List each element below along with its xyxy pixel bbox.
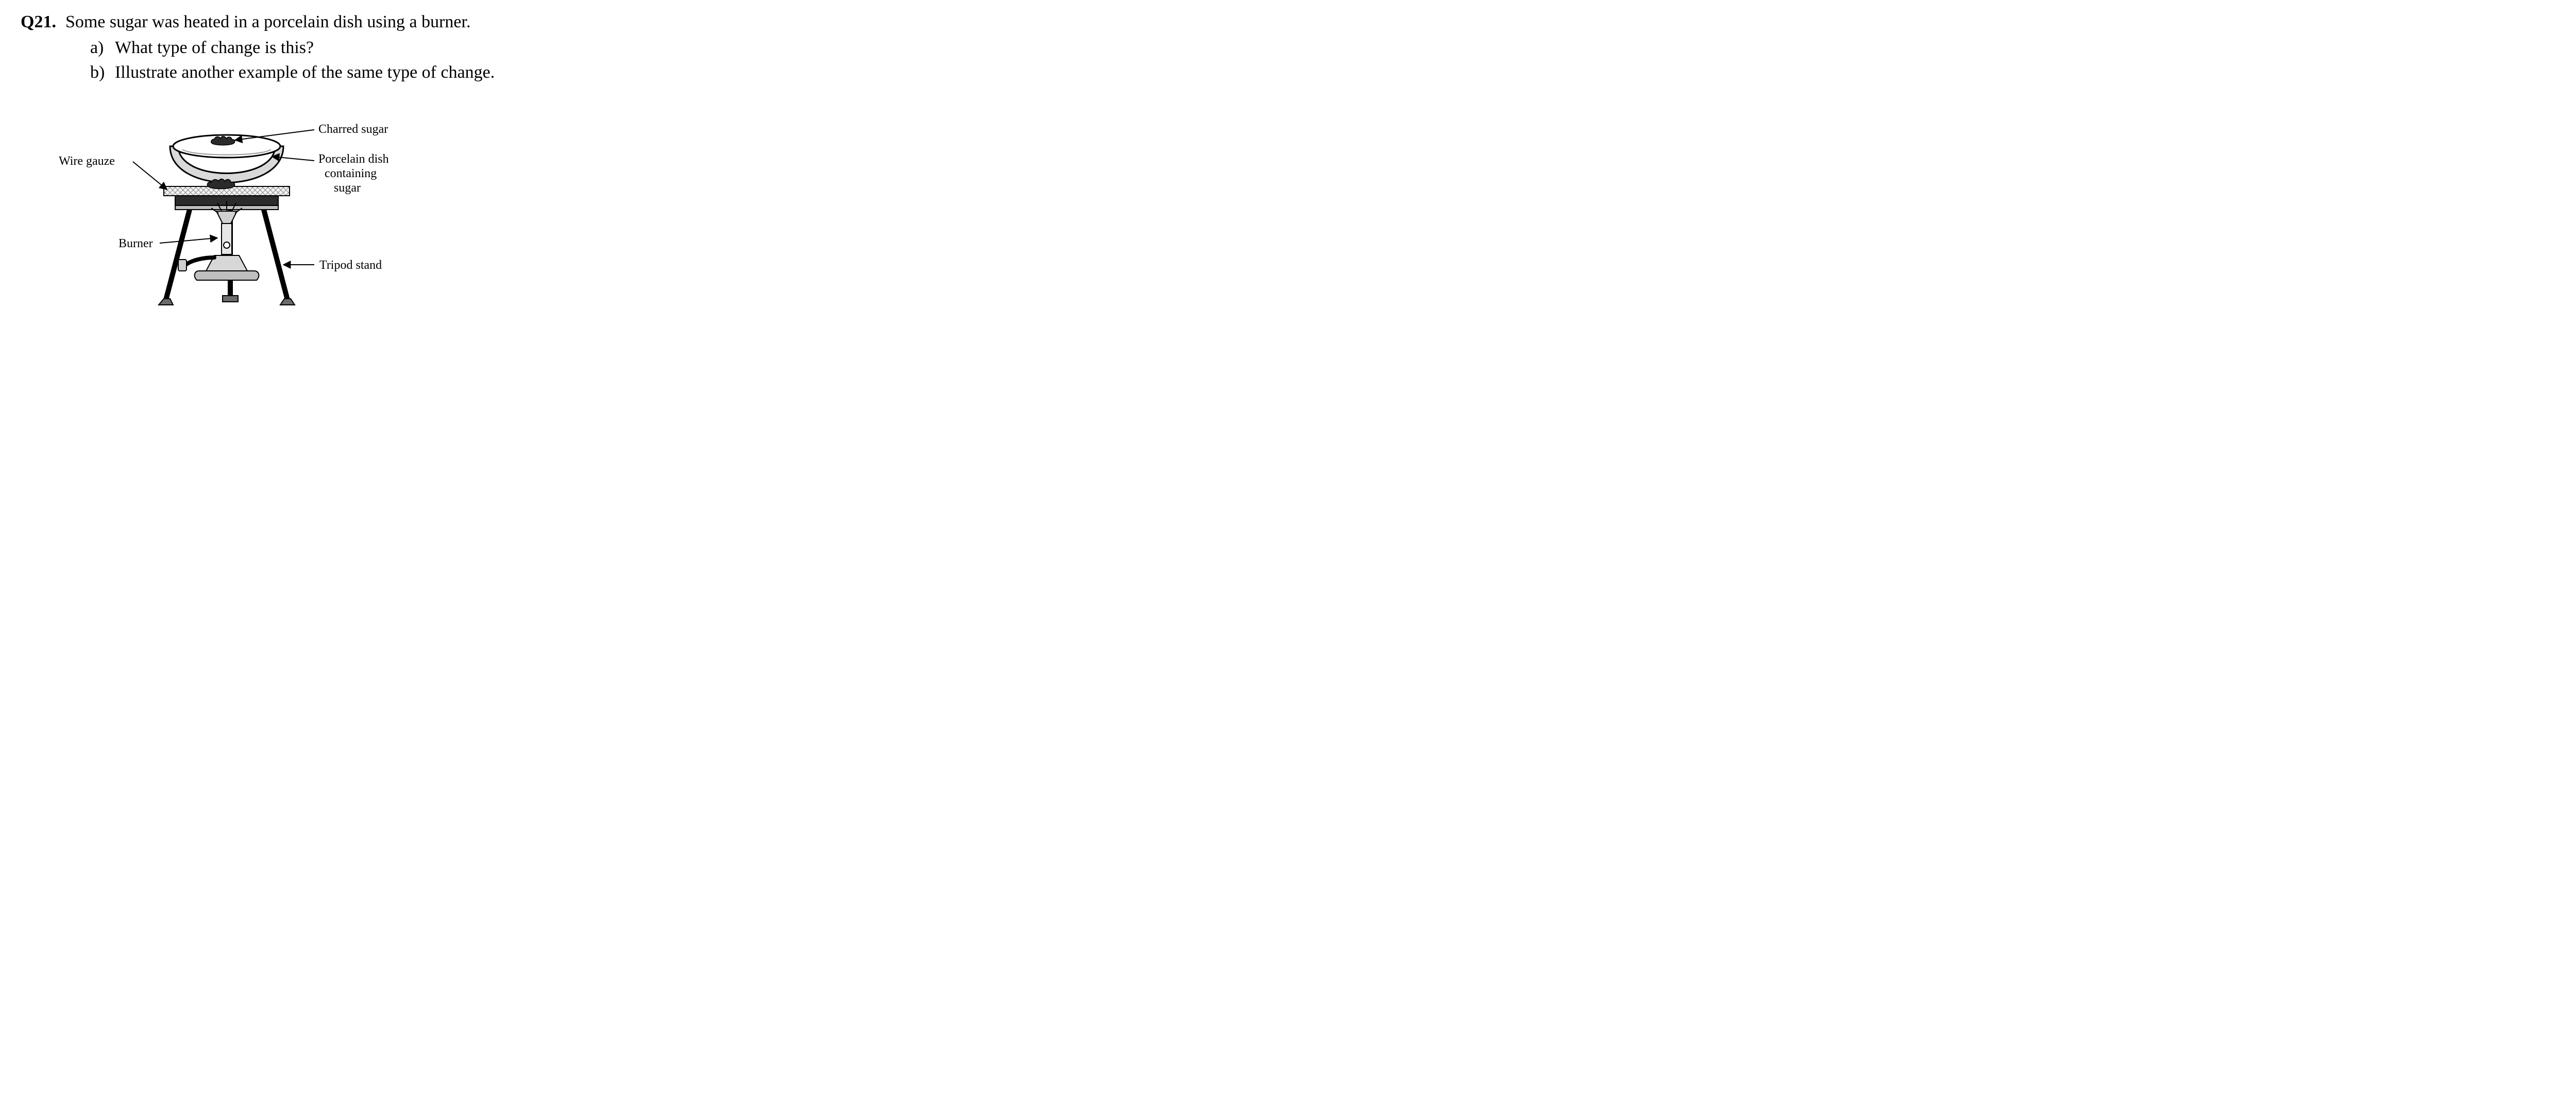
question-stem-wrap: Some sugar was heated in a porcelain dis…: [65, 10, 742, 84]
label-burner: Burner: [118, 237, 153, 250]
question-number: Q21.: [21, 10, 56, 34]
charred-sugar-icon: [211, 136, 235, 145]
label-charred-sugar: Charred sugar: [318, 123, 388, 136]
subpart-a-text: What type of change is this?: [115, 36, 314, 60]
subpart-b: b) Illustrate another example of the sam…: [90, 61, 742, 84]
label-tripod-stand: Tripod stand: [319, 259, 382, 272]
subpart-b-letter: b): [90, 61, 108, 84]
subpart-a: a) What type of change is this?: [90, 36, 742, 60]
leader-charred-sugar: [235, 130, 314, 140]
question-stem: Some sugar was heated in a porcelain dis…: [65, 10, 742, 34]
question-block: Q21. Some sugar was heated in a porcelai…: [21, 10, 742, 84]
subparts: a) What type of change is this? b) Illus…: [65, 36, 742, 84]
label-porcelain-dish-3: sugar: [334, 181, 361, 195]
figure: Charred sugar Porcelain dish containing …: [57, 105, 742, 324]
subpart-b-text: Illustrate another example of the same t…: [115, 61, 495, 84]
leader-wire-gauze: [133, 162, 167, 190]
subpart-a-letter: a): [90, 36, 108, 60]
leader-burner: [160, 238, 217, 243]
label-wire-gauze: Wire gauze: [59, 154, 115, 168]
label-porcelain-dish-2: containing: [325, 167, 377, 180]
apparatus-diagram: Charred sugar Porcelain dish containing …: [57, 105, 448, 321]
label-porcelain-dish-1: Porcelain dish: [318, 152, 389, 166]
